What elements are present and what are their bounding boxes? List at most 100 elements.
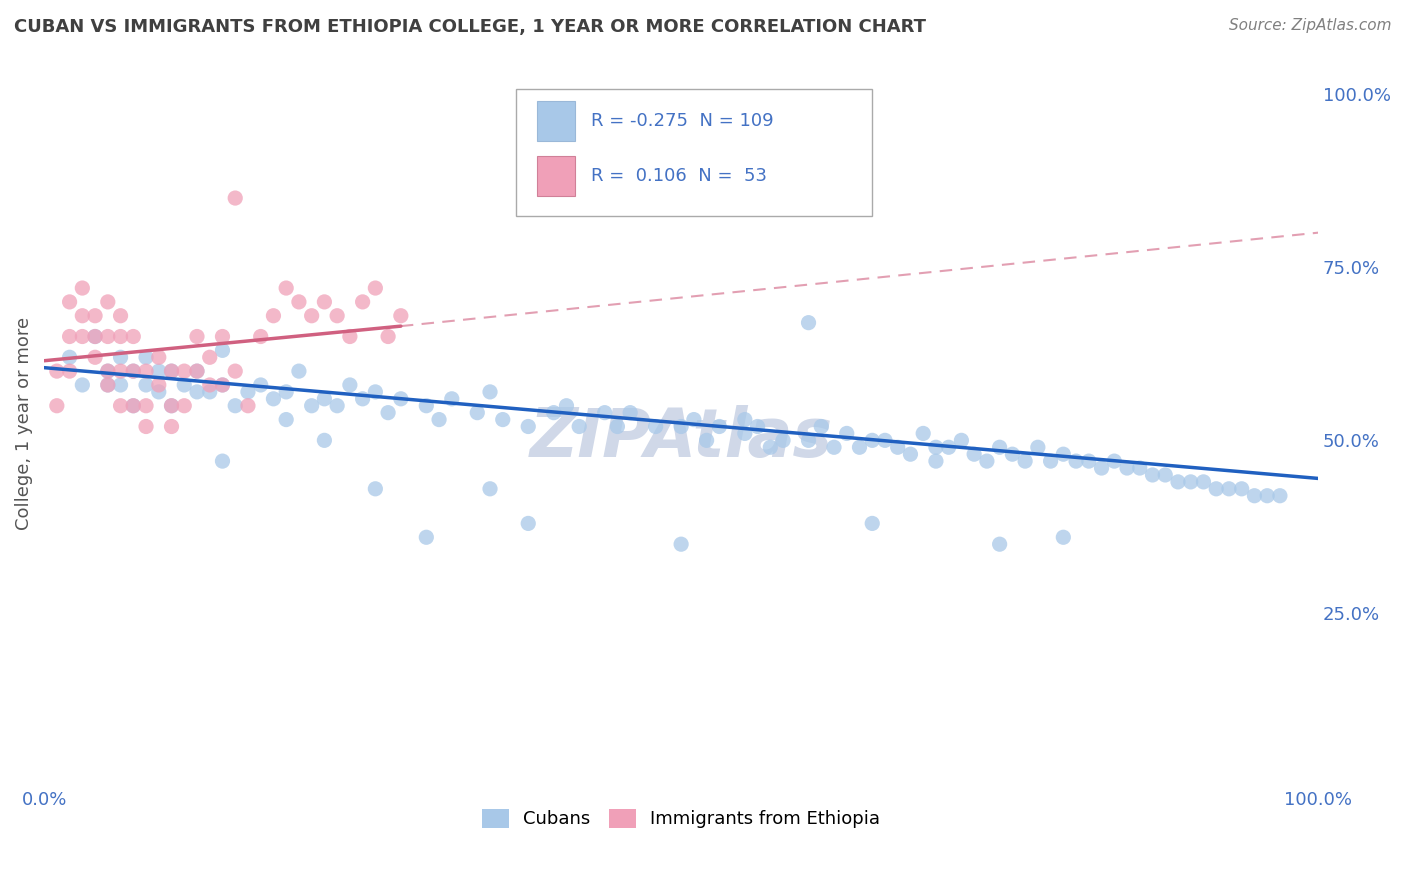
Point (301, 399, 323, 413)
Point (709, 419, 731, 434)
Point (186, 364, 208, 378)
Point (122, 364, 145, 378)
Point (314, 434, 336, 448)
Point (160, 419, 183, 434)
Point (377, 329, 399, 343)
Point (339, 378, 361, 392)
Point (58, 351, 80, 365)
Point (1129, 461, 1152, 475)
Point (988, 440, 1011, 454)
Point (288, 364, 311, 378)
Point (160, 364, 183, 378)
Point (97, 364, 120, 378)
Point (288, 294, 311, 309)
Point (389, 392, 412, 406)
Point (236, 399, 259, 413)
Point (211, 454, 233, 468)
Point (1064, 454, 1087, 468)
Point (389, 309, 412, 323)
Point (262, 392, 284, 406)
Point (1256, 489, 1278, 503)
Point (492, 412, 515, 426)
Point (160, 364, 183, 378)
Point (224, 364, 246, 378)
Point (886, 440, 908, 454)
Point (249, 378, 271, 392)
Point (1001, 447, 1024, 461)
Point (1180, 475, 1202, 489)
Point (122, 364, 145, 378)
Point (211, 329, 233, 343)
Point (58, 364, 80, 378)
Point (696, 434, 718, 448)
Point (326, 309, 349, 323)
Point (276, 384, 298, 399)
Point (593, 406, 616, 420)
Point (1039, 454, 1062, 468)
Point (224, 191, 246, 205)
Point (683, 412, 706, 426)
Point (950, 434, 973, 448)
Point (797, 316, 820, 330)
Point (1192, 475, 1215, 489)
Point (135, 419, 157, 434)
Point (976, 454, 998, 468)
Point (873, 434, 896, 448)
Point (110, 329, 132, 343)
Point (465, 406, 488, 420)
Point (555, 399, 578, 413)
Point (135, 351, 157, 365)
Point (224, 399, 246, 413)
Point (110, 399, 132, 413)
Point (122, 329, 145, 343)
Point (135, 378, 157, 392)
Point (211, 343, 233, 358)
Point (160, 399, 183, 413)
Point (84, 329, 107, 343)
Point (1077, 454, 1099, 468)
Point (925, 440, 948, 454)
Point (860, 516, 883, 531)
Point (110, 364, 132, 378)
Point (1014, 454, 1036, 468)
Text: CUBAN VS IMMIGRANTS FROM ETHIOPIA COLLEGE, 1 YEAR OR MORE CORRELATION CHART: CUBAN VS IMMIGRANTS FROM ETHIOPIA COLLEG… (14, 18, 927, 36)
Point (938, 440, 960, 454)
Point (97, 378, 120, 392)
Point (352, 294, 374, 309)
Point (415, 399, 437, 413)
Point (97, 364, 120, 378)
Point (84, 351, 107, 365)
Point (479, 482, 502, 496)
Point (759, 440, 782, 454)
Point (848, 440, 870, 454)
Point (186, 329, 208, 343)
Point (1052, 447, 1074, 461)
Point (1052, 530, 1074, 544)
Point (314, 294, 336, 309)
Point (211, 378, 233, 392)
Point (1243, 489, 1265, 503)
Point (1104, 454, 1126, 468)
Point (276, 281, 298, 295)
Point (97, 294, 120, 309)
Point (45, 399, 67, 413)
Point (415, 530, 437, 544)
Point (72, 281, 94, 295)
Point (517, 516, 540, 531)
Point (148, 384, 170, 399)
Point (568, 419, 591, 434)
Point (236, 384, 259, 399)
Point (45, 364, 67, 378)
Point (72, 309, 94, 323)
Text: R =  0.106  N =  53: R = 0.106 N = 53 (591, 167, 766, 185)
Text: Source: ZipAtlas.com: Source: ZipAtlas.com (1229, 18, 1392, 33)
Point (1218, 482, 1240, 496)
Point (148, 351, 170, 365)
Y-axis label: College, 1 year or more: College, 1 year or more (15, 317, 32, 530)
Point (148, 364, 170, 378)
Point (963, 447, 986, 461)
Point (1026, 440, 1049, 454)
Point (122, 399, 145, 413)
Point (377, 406, 399, 420)
Point (339, 329, 361, 343)
